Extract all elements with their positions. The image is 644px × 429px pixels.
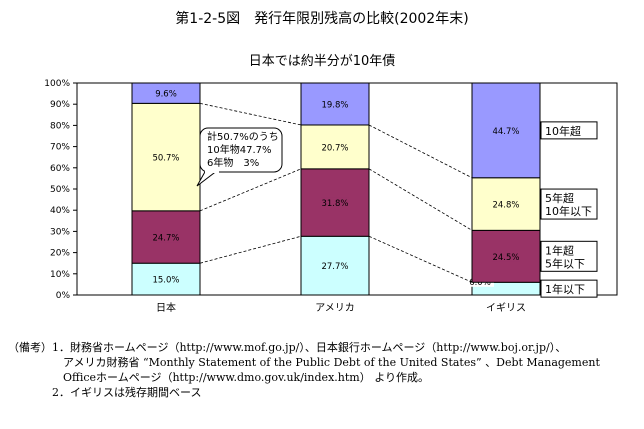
data-label: 27.7%	[321, 262, 348, 272]
y-tick-label: 80%	[50, 121, 70, 131]
data-label: 24.5%	[492, 253, 519, 263]
note-line-1: （備考）1．財務省ホームページ（http://www.mof.go.jp/）、日…	[8, 341, 567, 354]
chart-title: 第1-2-5図 発行年限別残高の比較(2002年末)	[175, 11, 469, 27]
y-tick-label: 70%	[50, 143, 70, 153]
data-label-bg	[152, 87, 180, 99]
data-label-bg	[492, 250, 520, 262]
data-label-bg	[321, 141, 349, 153]
data-label: 24.8%	[492, 201, 519, 211]
y-tick-label: 60%	[50, 164, 70, 174]
data-label: 50.7%	[152, 154, 179, 164]
x-category-label: アメリカ	[315, 302, 355, 314]
data-label: 24.7%	[152, 234, 179, 244]
data-label: 31.8%	[321, 199, 348, 209]
series-connector-line	[199, 168, 302, 212]
data-label-bg	[321, 98, 349, 110]
note-line-3: Officeホームページ（http://www.dmo.gov.uk/index…	[8, 371, 429, 384]
notes: （備考）1．財務省ホームページ（http://www.mof.go.jp/）、日…	[8, 340, 638, 400]
legend-box	[540, 279, 598, 298]
legend-box	[540, 121, 598, 140]
data-label-bg	[152, 151, 180, 163]
data-label: 15.0%	[152, 276, 179, 286]
y-tick-label: 20%	[50, 249, 70, 259]
legend-label: 1年超	[545, 243, 574, 257]
y-tick-label: 90%	[50, 100, 70, 110]
data-label: 20.7%	[321, 143, 348, 153]
series-connector-line	[199, 102, 302, 126]
data-label: 44.7%	[492, 127, 519, 137]
callout-text: 10年物47.7%	[207, 143, 272, 156]
callout-box	[199, 127, 283, 173]
chart-subtitle: 日本では約半分が10年債	[248, 54, 396, 69]
series-connector-line	[199, 235, 302, 264]
series-connector-line	[368, 235, 473, 283]
legend-label: 10年以下	[545, 204, 592, 218]
data-label: 19.8%	[321, 100, 348, 110]
data-label: 9.6%	[155, 90, 177, 100]
legend-box	[540, 240, 598, 272]
legend-label: 5年以下	[545, 256, 585, 270]
series-connector-line	[368, 124, 473, 179]
y-tick-label: 10%	[50, 270, 70, 280]
legend-box	[540, 188, 598, 220]
data-label-bg	[152, 273, 180, 285]
data-label-bg	[152, 231, 180, 243]
stacked-bar-chart: 0% 10% 20% 30% 40% 50% 60% 70% 80% 90% 100% 15.0% 24…	[44, 79, 618, 314]
legend-label: 10年超	[545, 124, 581, 138]
legend-label: 5年超	[545, 191, 574, 205]
data-label-bg	[492, 198, 520, 210]
data-label-bg	[492, 124, 520, 136]
data-label-bg	[321, 260, 349, 272]
note-line-4: 2．イギリスは残存期間ベース	[8, 386, 202, 399]
y-tick-label: 40%	[50, 206, 70, 216]
y-tick-label: 0%	[56, 291, 71, 301]
callout-join	[205, 169, 219, 173]
y-tick-label: 100%	[44, 79, 70, 89]
data-label-bg	[321, 197, 349, 209]
y-tick-label: 50%	[50, 185, 70, 195]
legend-label: 1年以下	[545, 282, 585, 296]
y-tick-label: 30%	[50, 227, 70, 237]
x-category-label: 日本	[156, 301, 176, 314]
x-category-label: イギリス	[486, 302, 526, 314]
callout-text: 6年物 3%	[207, 156, 259, 169]
data-label: 6.0%	[469, 278, 491, 288]
note-line-2: アメリカ財務省 “Monthly Statement of the Public…	[8, 356, 600, 369]
callout-text: 計50.7%のうち	[207, 130, 279, 143]
